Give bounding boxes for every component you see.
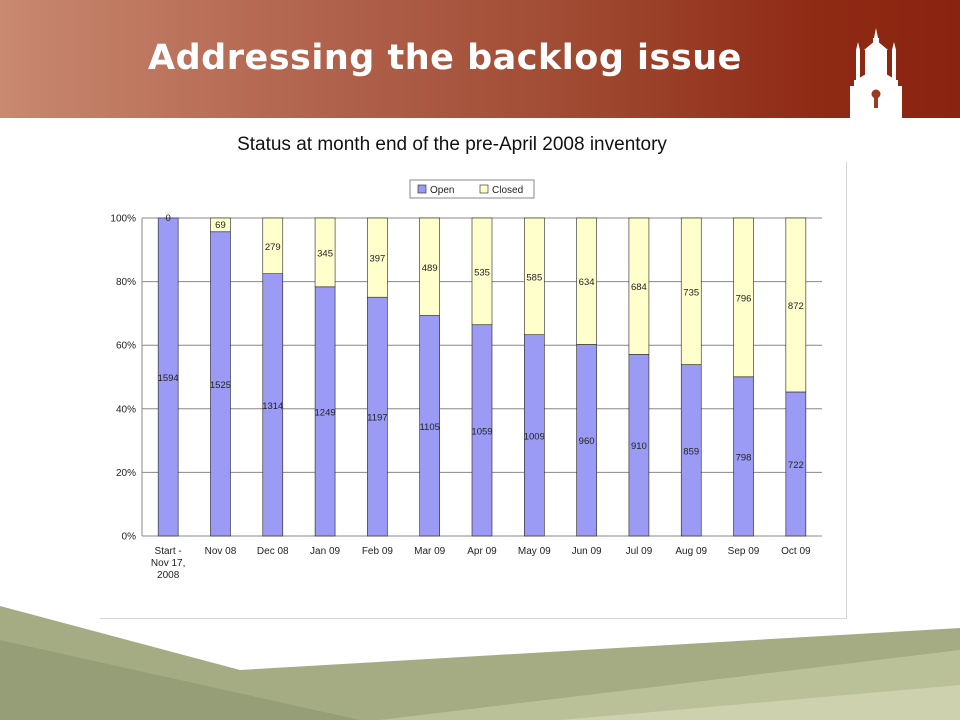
x-tick-label: Jun 09 — [572, 546, 602, 557]
data-label-closed: 872 — [788, 301, 804, 312]
x-tick-label: Apr 09 — [467, 546, 497, 557]
x-tick-label: 2008 — [157, 570, 180, 581]
legend-box — [409, 179, 535, 199]
data-label-open: 910 — [631, 441, 647, 452]
data-label-closed: 489 — [422, 263, 438, 274]
bar-closed — [262, 217, 284, 274]
x-tick-label: Jan 09 — [310, 546, 340, 557]
data-label-open: 1197 — [367, 413, 387, 424]
data-label-open: 960 — [579, 436, 595, 447]
title-banner: Addressing the backlog issue — [0, 0, 960, 120]
data-label-open: 1105 — [419, 422, 439, 433]
y-tick-label: 40% — [116, 404, 136, 415]
x-tick-label: Nov 17, — [151, 558, 185, 569]
x-tick-label: Dec 08 — [257, 546, 289, 557]
data-label-closed: 345 — [317, 248, 333, 259]
bar-closed — [785, 217, 807, 393]
bar-closed — [314, 217, 336, 288]
y-tick-label: 60% — [116, 341, 136, 352]
x-tick-label: Start - — [155, 546, 182, 557]
data-label-open: 1009 — [524, 431, 545, 442]
x-tick-label: Aug 09 — [675, 546, 707, 557]
data-label-open: 1314 — [262, 401, 283, 412]
data-label-closed: 796 — [736, 293, 752, 304]
legend-label: Closed — [492, 185, 523, 196]
x-tick-label: Nov 08 — [205, 546, 237, 557]
legend-label: Open — [430, 185, 454, 196]
data-label-open: 722 — [788, 460, 804, 471]
data-label-closed: 735 — [683, 287, 699, 298]
slide-title: Addressing the backlog issue — [148, 38, 742, 78]
bar-closed — [419, 217, 440, 316]
x-tick-label: Mar 09 — [414, 546, 446, 557]
bar-closed — [628, 217, 650, 355]
tower-icon — [850, 28, 902, 120]
y-tick-label: 0% — [122, 532, 137, 543]
data-label-open: 1059 — [471, 426, 492, 437]
data-label-closed: 684 — [631, 282, 647, 293]
bar-closed — [733, 217, 754, 378]
data-label-closed: 279 — [265, 242, 281, 253]
x-tick-label: Feb 09 — [362, 546, 394, 557]
x-tick-label: Sep 09 — [728, 546, 760, 557]
chart-frame: 0% 20% 40% 60% 80% 100% 1594 0 Start - Nov 17, 200… — [100, 162, 847, 619]
bar-closed — [576, 217, 597, 345]
bar-closed — [367, 217, 388, 298]
chart-bars — [157, 217, 807, 537]
stacked-bar-chart: 0% 20% 40% 60% 80% 100% 1594 0 Start -Nov 17,200… — [110, 179, 822, 581]
y-tick-label: 100% — [110, 214, 136, 225]
bar-closed — [524, 217, 545, 336]
bar-open — [157, 217, 179, 537]
data-label-open: 1525 — [210, 380, 231, 391]
chart-legend: Open Closed — [409, 179, 535, 199]
y-tick-label: 80% — [116, 277, 136, 288]
data-label-open: 1249 — [315, 407, 336, 418]
chart-subtitle: Status at month end of the pre-April 200… — [237, 134, 667, 155]
data-label-closed: 585 — [526, 272, 542, 283]
bar-closed — [210, 217, 231, 233]
x-tick-label: Oct 09 — [781, 546, 811, 557]
chart-labels: 0% 20% 40% 60% 80% 100% 1594 0 Start -Nov 17,200… — [110, 213, 811, 581]
legend-swatch — [479, 184, 489, 194]
y-tick-label: 20% — [116, 468, 136, 479]
legend-swatch — [417, 184, 427, 194]
x-tick-label: Jul 09 — [626, 546, 653, 557]
bar-closed — [680, 217, 702, 365]
data-label-open: 859 — [683, 446, 699, 457]
x-tick-label: May 09 — [518, 546, 551, 557]
data-label-open: 1594 — [158, 373, 179, 384]
bar-closed — [471, 217, 493, 326]
data-label-closed: 535 — [474, 267, 490, 278]
data-label-closed: 397 — [369, 254, 385, 265]
data-label-closed: 634 — [579, 277, 595, 288]
data-label-closed: 0 — [166, 213, 171, 224]
data-label-closed: 69 — [215, 220, 226, 231]
data-label-open: 798 — [736, 452, 752, 463]
footer-decoration — [0, 606, 960, 720]
